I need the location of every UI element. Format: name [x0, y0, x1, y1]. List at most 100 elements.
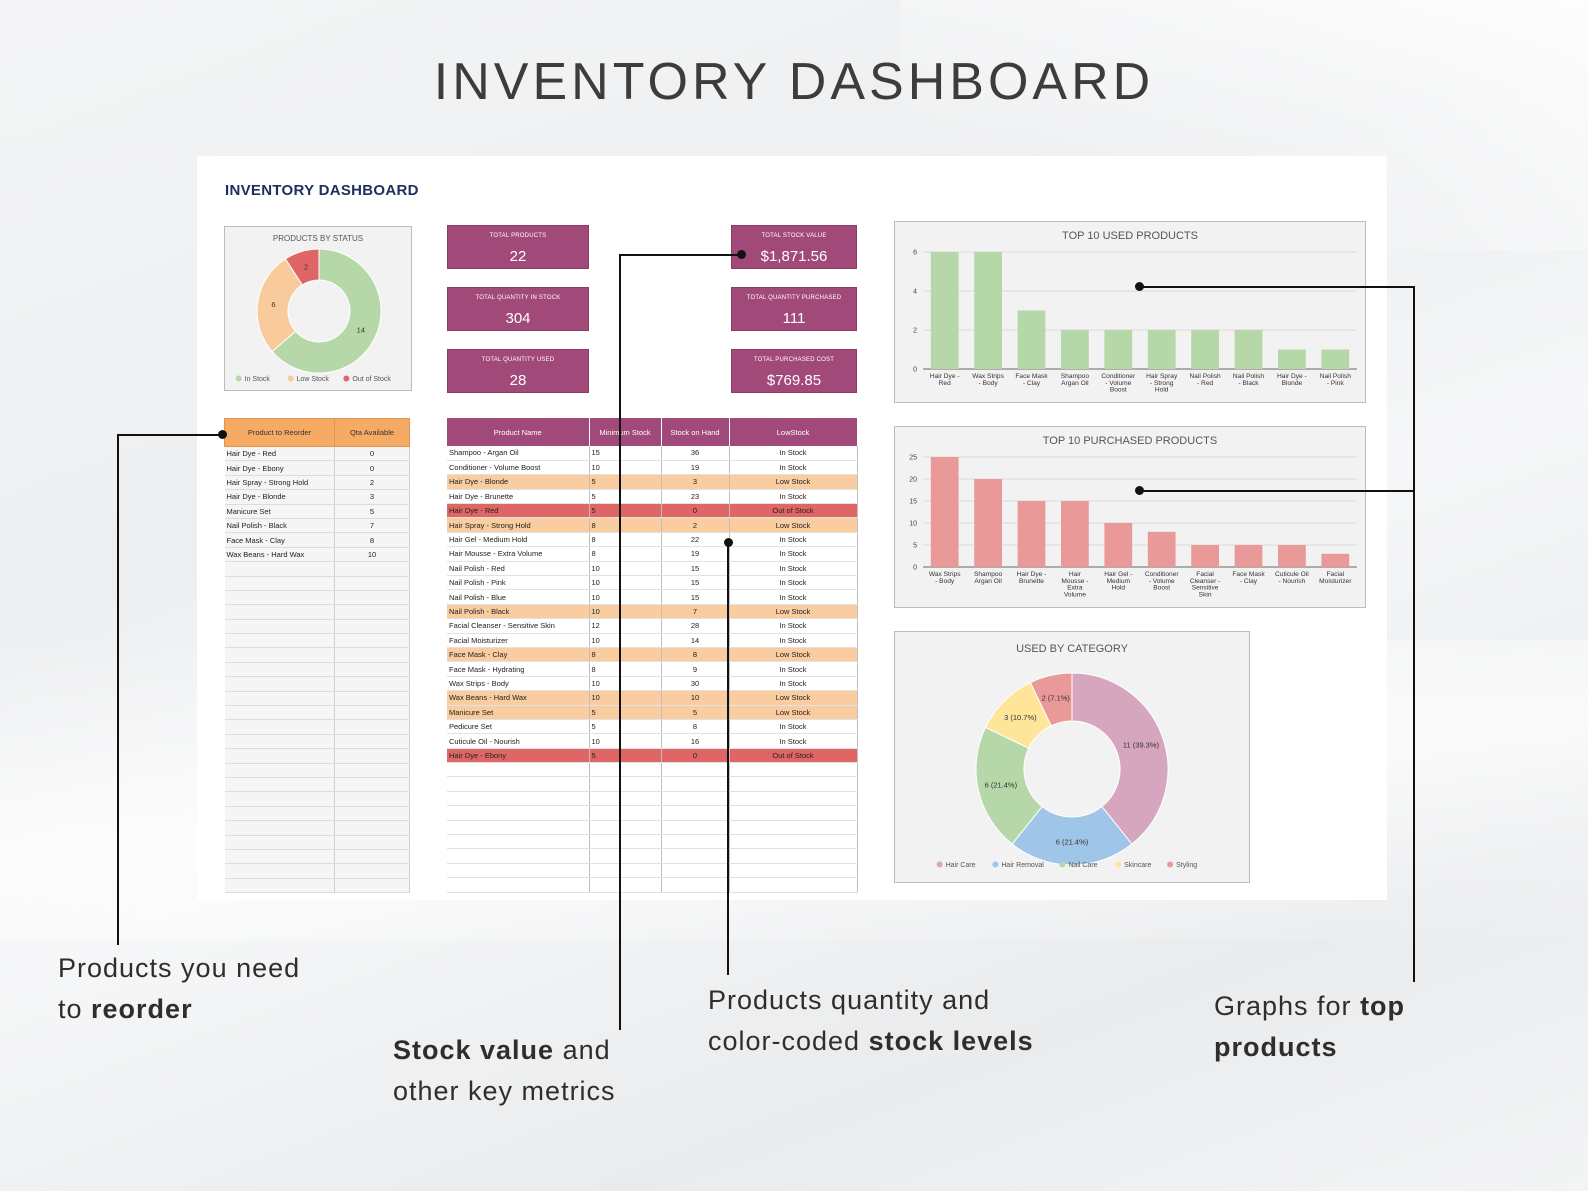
stock-on-hand-cell[interactable]: 23 — [661, 489, 730, 505]
empty-cell[interactable] — [729, 805, 858, 821]
empty-cell[interactable] — [729, 776, 858, 792]
reorder-qty-cell[interactable]: 7 — [334, 518, 410, 534]
stock-on-hand-cell[interactable]: 9 — [661, 661, 730, 677]
minimum-stock-cell[interactable]: 10 — [589, 690, 662, 706]
empty-cell[interactable] — [224, 849, 335, 865]
empty-cell[interactable] — [224, 576, 335, 591]
empty-cell[interactable] — [447, 820, 590, 836]
product-name-cell[interactable]: Nail Polish - Black — [447, 604, 590, 620]
bar[interactable] — [1147, 531, 1176, 567]
empty-cell[interactable] — [334, 791, 410, 807]
reorder-product-cell[interactable]: Face Mask - Clay — [224, 532, 335, 548]
empty-cell[interactable] — [589, 877, 662, 893]
lowstock-cell[interactable]: Out of Stock — [729, 748, 858, 764]
empty-row[interactable] — [224, 633, 410, 649]
reorder-row[interactable]: Hair Spray - Strong Hold 2 — [224, 475, 410, 491]
product-name-cell[interactable]: Hair Dye - Red — [447, 503, 590, 519]
empty-cell[interactable] — [224, 647, 335, 663]
bar[interactable] — [1061, 330, 1089, 369]
pie-slice[interactable] — [284, 248, 320, 286]
product-row[interactable]: Cuticule Oil - Nourish 10 16 In Stock — [447, 733, 858, 749]
lowstock-cell[interactable]: Low Stock — [729, 517, 858, 533]
reorder-row[interactable]: Nail Polish - Black 7 — [224, 518, 410, 534]
product-row[interactable]: Wax Beans - Hard Wax 10 10 Low Stock — [447, 690, 858, 706]
empty-cell[interactable] — [447, 776, 590, 792]
empty-cell[interactable] — [224, 691, 335, 707]
column-header-product-to-reorder[interactable]: Product to Reorder — [224, 418, 335, 447]
stock-on-hand-cell[interactable]: 28 — [661, 618, 730, 634]
lowstock-cell[interactable]: In Stock — [729, 676, 858, 692]
empty-row[interactable] — [447, 834, 858, 850]
empty-cell[interactable] — [334, 734, 410, 750]
empty-row[interactable] — [224, 590, 410, 606]
empty-cell[interactable] — [589, 820, 662, 836]
empty-cell[interactable] — [224, 806, 335, 822]
empty-cell[interactable] — [589, 848, 662, 864]
empty-cell[interactable] — [729, 820, 858, 836]
empty-cell[interactable] — [334, 576, 410, 591]
top-10-purchased-chart[interactable]: TOP 10 PURCHASED PRODUCTS 0 5 10 15 20 25 Wax … — [894, 426, 1366, 608]
empty-row[interactable] — [224, 676, 410, 692]
minimum-stock-cell[interactable]: 10 — [589, 575, 662, 591]
lowstock-cell[interactable]: In Stock — [729, 561, 858, 577]
bar[interactable] — [1278, 545, 1306, 567]
empty-cell[interactable] — [224, 676, 335, 692]
minimum-stock-cell[interactable]: 10 — [589, 589, 662, 605]
reorder-product-cell[interactable]: Hair Dye - Ebony — [224, 460, 335, 476]
lowstock-cell[interactable]: In Stock — [729, 446, 858, 461]
empty-row[interactable] — [224, 662, 410, 678]
empty-row[interactable] — [224, 806, 410, 822]
product-name-cell[interactable]: Wax Beans - Hard Wax — [447, 690, 590, 706]
column-header-product-name[interactable]: Product Name — [447, 418, 590, 446]
empty-cell[interactable] — [224, 820, 335, 836]
empty-cell[interactable] — [729, 863, 858, 879]
empty-row[interactable] — [224, 691, 410, 707]
empty-cell[interactable] — [334, 691, 410, 707]
pie-slice[interactable] — [1071, 672, 1169, 845]
empty-cell[interactable] — [224, 734, 335, 750]
empty-row[interactable] — [224, 561, 410, 577]
empty-row[interactable] — [447, 776, 858, 792]
empty-cell[interactable] — [729, 791, 858, 807]
empty-cell[interactable] — [224, 561, 335, 577]
empty-row[interactable] — [447, 791, 858, 807]
minimum-stock-cell[interactable]: 5 — [589, 474, 662, 490]
product-name-cell[interactable]: Conditioner - Volume Boost — [447, 460, 590, 476]
stock-on-hand-cell[interactable]: 30 — [661, 676, 730, 692]
product-row[interactable]: Nail Polish - Pink 10 15 In Stock — [447, 575, 858, 591]
empty-row[interactable] — [224, 791, 410, 807]
product-row[interactable]: Conditioner - Volume Boost 10 19 In Stock — [447, 460, 858, 476]
stock-on-hand-cell[interactable]: 14 — [661, 633, 730, 648]
empty-cell[interactable] — [447, 762, 590, 778]
product-row[interactable]: Manicure Set 5 5 Low Stock — [447, 705, 858, 720]
reorder-product-cell[interactable]: Wax Beans - Hard Wax — [224, 547, 335, 563]
empty-cell[interactable] — [224, 705, 335, 721]
empty-row[interactable] — [447, 820, 858, 836]
product-name-cell[interactable]: Facial Cleanser - Sensitive Skin — [447, 618, 590, 634]
bar[interactable] — [1147, 330, 1176, 369]
empty-row[interactable] — [224, 777, 410, 793]
empty-cell[interactable] — [729, 762, 858, 778]
minimum-stock-cell[interactable]: 10 — [589, 604, 662, 620]
lowstock-cell[interactable]: Low Stock — [729, 604, 858, 620]
empty-row[interactable] — [447, 877, 858, 893]
reorder-qty-cell[interactable]: 0 — [334, 446, 410, 462]
bar[interactable] — [1321, 553, 1350, 567]
empty-cell[interactable] — [334, 619, 410, 635]
bar[interactable] — [1104, 523, 1133, 567]
empty-cell[interactable] — [224, 863, 335, 879]
pie-slice[interactable] — [256, 258, 303, 353]
minimum-stock-cell[interactable]: 10 — [589, 561, 662, 577]
product-name-cell[interactable]: Hair Mousse - Extra Volume — [447, 546, 590, 562]
lowstock-cell[interactable]: In Stock — [729, 733, 858, 749]
minimum-stock-cell[interactable]: 5 — [589, 489, 662, 505]
product-name-cell[interactable]: Wax Strips - Body — [447, 676, 590, 692]
empty-row[interactable] — [447, 863, 858, 879]
empty-cell[interactable] — [729, 877, 858, 893]
empty-cell[interactable] — [334, 705, 410, 721]
product-name-cell[interactable]: Hair Spray - Strong Hold — [447, 517, 590, 533]
minimum-stock-cell[interactable]: 8 — [589, 647, 662, 663]
product-row[interactable]: Hair Dye - Blonde 5 3 Low Stock — [447, 474, 858, 490]
lowstock-cell[interactable]: Low Stock — [729, 647, 858, 663]
empty-cell[interactable] — [224, 835, 335, 850]
